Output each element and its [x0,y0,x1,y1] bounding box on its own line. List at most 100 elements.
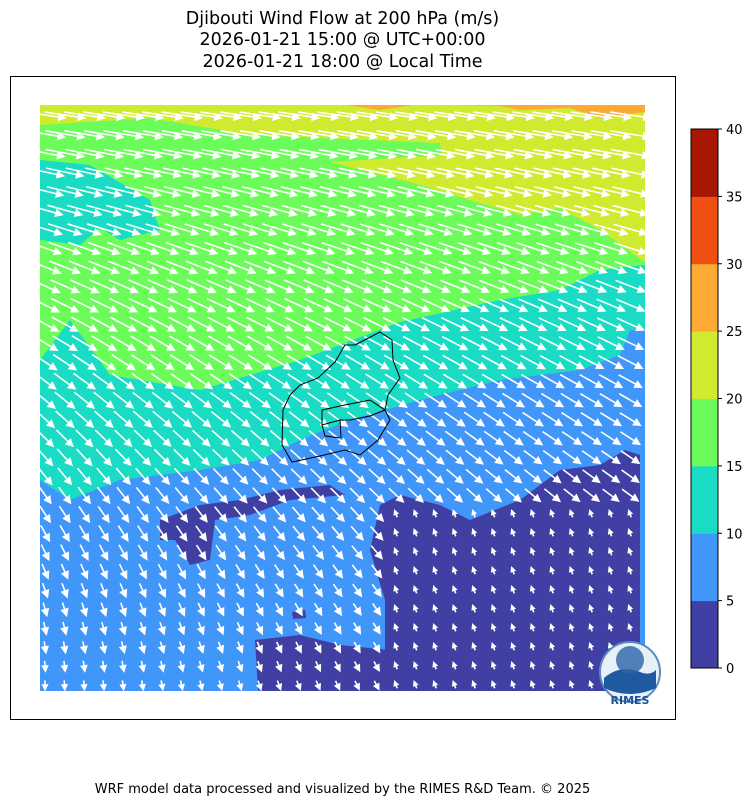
wind-vector [432,547,439,556]
wind-vector [588,566,595,575]
wind-vector [186,279,217,294]
wind-vector [599,412,623,427]
wind-vector [412,585,419,594]
wind-vector [578,336,606,351]
wind-vector [222,204,259,217]
wind-vector [384,373,409,389]
wind-vector [441,335,469,351]
wind-vector [241,167,280,179]
wind-vector [432,528,439,537]
wind-vector [386,430,407,447]
wind-vector [490,642,497,651]
wind-vector [451,623,458,632]
map-frame [10,76,676,720]
wind-vector [60,602,69,618]
wind-vector [613,223,645,236]
wind-vector [493,130,535,141]
wind-vector [471,547,478,556]
wind-vector [211,429,231,447]
wind-vector [83,111,126,122]
wind-vector [177,621,186,636]
wind-vector [515,223,551,237]
wind-vector [142,130,184,141]
wind-vector [79,641,88,655]
wind-vector [138,583,147,599]
wind-vector [313,641,322,654]
wind-vector [325,354,351,370]
wind-vector [420,279,452,294]
wind-vector [463,411,486,427]
wind-vector [220,130,262,141]
wind-vector [402,316,431,332]
wind-vector [116,486,131,505]
wind-vector [549,642,556,651]
colorbar-tick-label: 15 [726,460,743,475]
wind-vector [588,642,595,651]
wind-vector [144,185,182,198]
wind-vector [590,111,633,122]
wind-vector [453,111,496,122]
wind-vector [228,373,253,390]
wind-vector [231,448,250,466]
wind-vector [503,430,524,446]
wind-vector [239,130,281,141]
wind-vector [161,111,204,122]
wind-vector [259,130,301,141]
wind-vector [297,111,340,122]
wind-vector [400,279,432,294]
wind-vector [288,411,310,428]
wind-vector [618,374,643,389]
wind-vector [78,505,91,524]
wind-vector [60,563,69,580]
wind-vector [195,544,207,561]
wind-vector [242,223,278,237]
wind-vector [138,563,147,580]
wind-vector [432,661,439,670]
wind-vector [588,623,595,632]
wind-vector [341,260,374,275]
wind-vector [158,583,167,599]
wind-vector [70,297,100,313]
wind-vector [601,469,621,484]
wind-vector [153,429,172,447]
wind-vector [133,429,153,448]
wind-vector [168,316,196,332]
wind-vector [571,130,613,141]
wind-vector [529,509,536,518]
wind-vector [479,298,509,313]
wind-vector [615,298,645,313]
wind-vector [234,525,247,542]
wind-vector [60,680,69,691]
wind-vector [99,621,108,636]
wind-vector [549,547,556,556]
wind-vector [240,148,281,160]
wind-vector [99,641,108,655]
wind-vector [311,506,326,523]
wind-vector [148,297,178,313]
wind-vector [302,260,335,275]
wind-vector [308,430,329,447]
wind-vector [500,335,528,351]
wind-vector [512,130,554,141]
wind-vector [412,566,419,575]
chart-subtitle-local: 2026-01-21 18:00 @ Local Time [202,52,483,72]
wind-vector [464,449,485,465]
wind-vector [562,469,582,484]
wind-vector [553,167,592,179]
wind-vector [568,680,575,689]
wind-vector [412,623,419,632]
wind-vector [181,130,223,141]
wind-vector [45,148,86,160]
wind-vector [612,186,645,198]
wind-vector [255,602,264,617]
wind-vector [395,130,437,141]
wind-vector [378,186,416,198]
wind-vector [40,188,65,198]
wind-vector [480,335,508,351]
wind-vector [510,661,517,670]
wind-vector [393,585,400,594]
wind-vector [456,186,494,198]
wind-vector [502,411,525,427]
wind-vector [558,336,586,351]
wind-vector [559,354,585,370]
